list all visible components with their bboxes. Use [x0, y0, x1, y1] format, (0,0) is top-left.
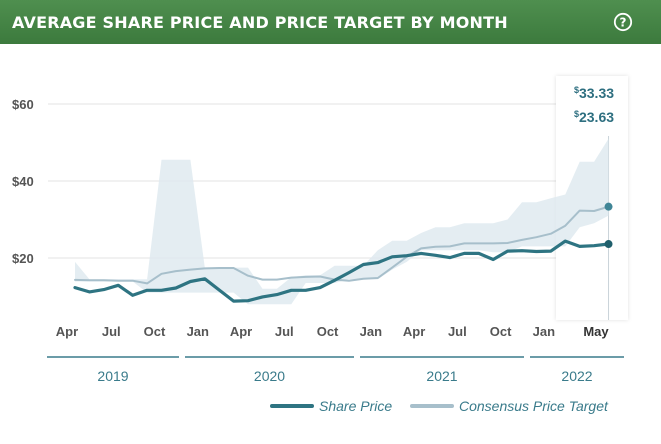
x-tick-label: Oct — [317, 324, 339, 339]
year-axis: 2019 2020 2021 2022 — [47, 356, 624, 384]
x-axis-tick-labels: Apr Jul Oct Jan Apr Jul Oct Jan Apr Jul Oct Jan May — [56, 324, 610, 339]
chart-header: AVERAGE SHARE PRICE AND PRICE TARGET BY … — [0, 0, 661, 44]
x-tick-label: Jul — [275, 324, 294, 339]
legend-label: Share Price — [319, 398, 392, 414]
share-price-line — [73, 239, 611, 303]
x-tick-label: Jan — [187, 324, 209, 339]
svg-text:?: ? — [620, 15, 627, 29]
x-tick-label: Jul — [448, 324, 467, 339]
x-tick-label: Jan — [360, 324, 382, 339]
legend-item-share-price[interactable]: Share Price — [270, 398, 392, 414]
x-tick-label: Oct — [490, 324, 512, 339]
price-target-end-point — [604, 202, 613, 211]
line-chart: $20 $40 $60 Apr Jul Oct Jan Apr Jul Oct Jan Apr Jul… — [12, 76, 628, 414]
x-tick-label: Jan — [533, 324, 555, 339]
help-circle-icon[interactable]: ? — [613, 12, 633, 32]
legend-label: Consensus Price Target — [459, 398, 609, 414]
y-tick-label: $40 — [12, 174, 34, 189]
series-lines — [73, 202, 613, 303]
year-label: 2021 — [426, 368, 457, 384]
tooltip-values: $33.33 $23.63 — [574, 85, 614, 125]
price-target-line — [74, 205, 610, 285]
chart-title: AVERAGE SHARE PRICE AND PRICE TARGET BY … — [12, 12, 508, 32]
tooltip-price-target-value: $33.33 — [574, 85, 614, 101]
x-tick-label: Apr — [230, 324, 252, 339]
price-target-range-band — [75, 138, 609, 305]
x-tick-label: Oct — [144, 324, 166, 339]
x-tick-label: Apr — [56, 324, 78, 339]
x-tick-label: Jul — [102, 324, 121, 339]
grid-lines — [48, 103, 622, 259]
x-tick-label: Apr — [403, 324, 425, 339]
year-label: 2020 — [254, 368, 285, 384]
y-tick-label: $20 — [12, 251, 34, 266]
tooltip-share-price-value: $23.63 — [574, 109, 614, 125]
x-tick-label: May — [583, 324, 609, 339]
range-band-area — [75, 138, 609, 305]
year-label: 2022 — [561, 368, 592, 384]
y-axis-tick-labels: $20 $40 $60 — [12, 97, 34, 266]
y-tick-label: $60 — [12, 97, 34, 112]
share-price-end-point — [604, 240, 613, 249]
year-label: 2019 — [97, 368, 128, 384]
chart-legend[interactable]: Share Price Consensus Price Target — [270, 398, 609, 414]
legend-item-price-target[interactable]: Consensus Price Target — [410, 398, 609, 414]
